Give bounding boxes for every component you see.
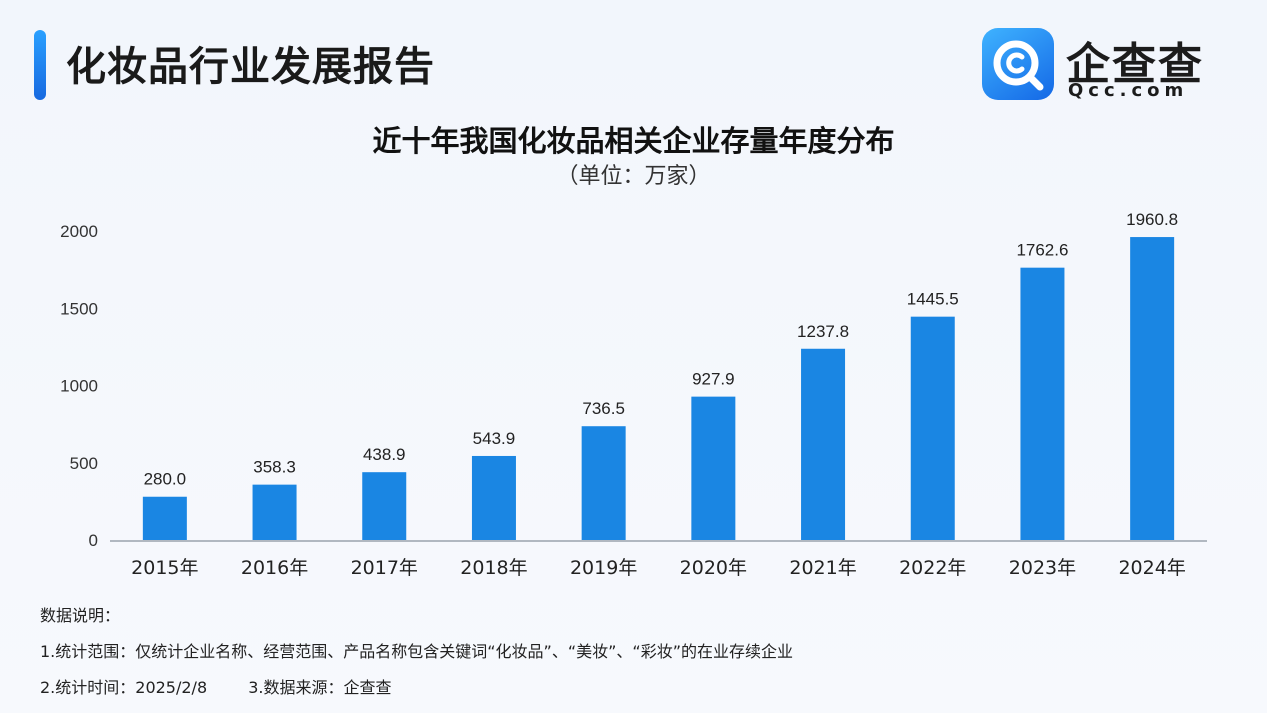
bar (801, 348, 846, 540)
y-tick-label: 1000 (60, 377, 98, 396)
x-tick-label: 2019年 (570, 557, 637, 579)
data-label: 1237.8 (797, 322, 849, 341)
notes-scope: 1.统计范围：仅统计企业名称、经营范围、产品名称包含关键词“化妆品”、“美妆”、… (40, 642, 794, 661)
header-accent-bar (34, 30, 46, 100)
brand-domain: Qcc.com (1068, 80, 1189, 101)
notes-time: 2.统计时间：2025/2/8 (40, 678, 208, 697)
bar (252, 484, 297, 540)
y-tick-label: 500 (70, 454, 98, 473)
x-tick-label: 2023年 (1009, 557, 1076, 579)
data-label: 927.9 (692, 370, 735, 389)
data-label: 1445.5 (907, 290, 959, 309)
notes-source: 3.数据来源：企查查 (248, 678, 392, 697)
data-label: 358.3 (253, 458, 296, 477)
data-label: 1960.8 (1126, 210, 1178, 229)
bar (910, 316, 955, 540)
brand-logo: 企查查 Qcc.com (982, 28, 1232, 108)
chart-subtitle: （单位：万家） (556, 164, 711, 189)
bar (581, 426, 626, 540)
chart-title: 近十年我国化妆品相关企业存量年度分布 (372, 124, 895, 158)
bar (142, 496, 187, 540)
x-tick-label: 2016年 (241, 557, 308, 579)
data-label: 543.9 (473, 429, 516, 448)
x-tick-label: 2017年 (351, 557, 418, 579)
brand-name: 企查查 (1066, 39, 1204, 90)
bar (691, 396, 736, 540)
bar (1020, 267, 1065, 540)
y-tick-label: 2000 (60, 222, 98, 241)
data-label: 736.5 (582, 399, 625, 418)
x-tick-label: 2015年 (131, 557, 198, 579)
y-tick-label: 0 (89, 531, 98, 550)
qcc-logo-icon (982, 28, 1054, 100)
bar (471, 455, 516, 540)
x-tick-label: 2020年 (680, 557, 747, 579)
x-tick-label: 2018年 (460, 557, 527, 579)
data-notes: 数据说明： 1.统计范围：仅统计企业名称、经营范围、产品名称包含关键词“化妆品”… (40, 604, 793, 712)
data-label: 438.9 (363, 445, 406, 464)
y-tick-label: 1500 (60, 299, 98, 318)
bar (1130, 237, 1175, 540)
notes-meta-row: 2.统计时间：2025/2/8 3.数据来源：企查查 (40, 676, 793, 712)
x-tick-label: 2021年 (789, 557, 856, 579)
data-label: 1762.6 (1016, 241, 1068, 260)
data-label: 280.0 (144, 470, 187, 489)
x-tick-label: 2022年 (899, 557, 966, 579)
page-title: 化妆品行业发展报告 (66, 44, 435, 90)
notes-heading: 数据说明： (40, 606, 121, 625)
x-tick-label: 2024年 (1118, 557, 1185, 579)
bar (362, 472, 407, 540)
